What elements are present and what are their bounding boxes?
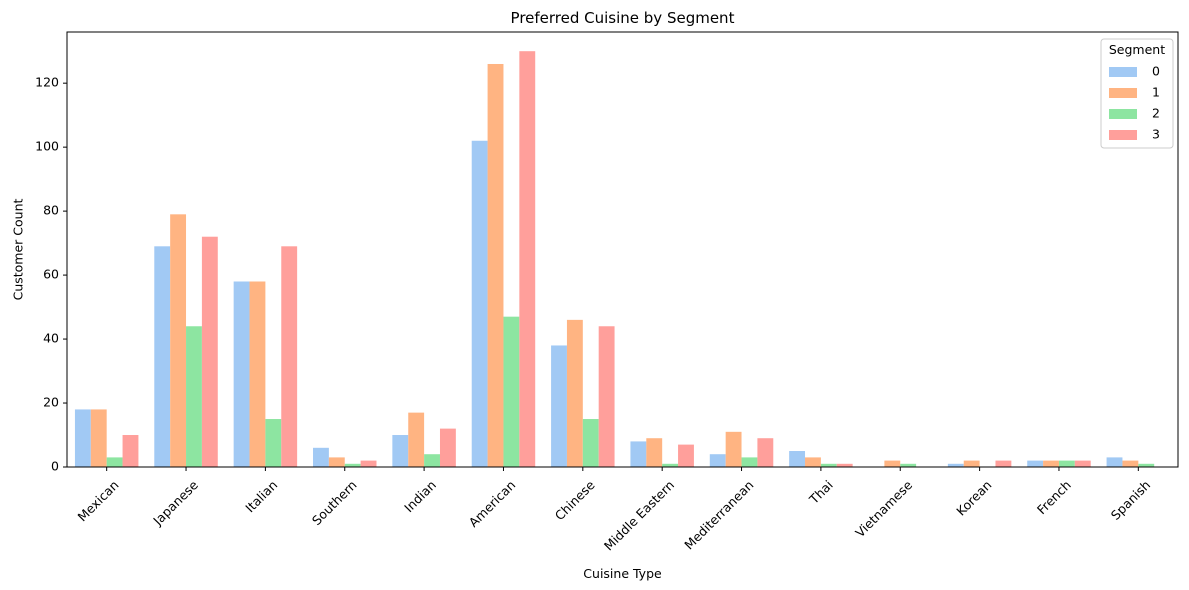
x-tick-label-mexican: Mexican (74, 477, 121, 524)
bar-middle-eastern-segment-2 (662, 463, 679, 467)
bar-french-segment-1 (1043, 460, 1059, 467)
x-tick-label-middle-eastern: Middle Eastern (601, 477, 677, 553)
bar-southern-segment-3 (360, 460, 377, 467)
x-tick-label-spanish: Spanish (1108, 477, 1154, 523)
legend-swatch-0 (1109, 67, 1137, 77)
x-tick-label-american: American (466, 477, 519, 530)
bar-indian-segment-0 (392, 435, 409, 467)
bar-spanish-segment-2 (1138, 463, 1155, 467)
bar-french-segment-3 (1074, 460, 1091, 467)
bar-japanese-segment-2 (186, 326, 202, 467)
bar-thai-segment-3 (836, 463, 853, 467)
x-tick-label-thai: Thai (806, 477, 836, 507)
bar-italian-segment-2 (265, 419, 282, 467)
y-tick-label: 40 (43, 331, 59, 346)
x-axis-label: Cuisine Type (583, 566, 662, 581)
bar-french-segment-0 (1027, 460, 1044, 467)
legend-title: Segment (1109, 42, 1165, 57)
bar-american-segment-2 (503, 316, 520, 467)
legend-label-2: 2 (1152, 106, 1160, 121)
bar-mediterranean-segment-2 (741, 457, 758, 467)
bar-korean-segment-3 (995, 460, 1012, 467)
bar-japanese-segment-3 (201, 236, 218, 467)
bar-korean-segment-1 (963, 460, 980, 467)
bar-korean-segment-0 (947, 463, 964, 467)
x-tick-label-vietnamese: Vietnamese (852, 477, 915, 540)
bar-mexican-segment-2 (106, 457, 123, 467)
legend-swatch-2 (1109, 109, 1137, 119)
bar-mexican-segment-1 (90, 409, 107, 467)
y-tick-label: 20 (43, 395, 59, 410)
y-tick-label: 80 (43, 203, 59, 218)
bar-middle-eastern-segment-1 (646, 438, 663, 467)
y-axis-label: Customer Count (11, 199, 26, 301)
x-tick-label-korean: Korean (953, 477, 994, 518)
bar-chinese-segment-0 (551, 345, 567, 467)
bar-american-segment-0 (471, 140, 488, 467)
bar-japanese-segment-0 (154, 246, 171, 467)
chart-title: Preferred Cuisine by Segment (511, 9, 735, 27)
legend-swatch-3 (1109, 130, 1137, 140)
bar-southern-segment-1 (328, 457, 345, 467)
legend: Segment 0 1 2 3 (1100, 38, 1174, 149)
bar-middle-eastern-segment-3 (678, 444, 694, 467)
y-tick-label: 100 (35, 139, 59, 154)
bar-chinese-segment-1 (566, 319, 583, 467)
bar-indian-segment-1 (408, 412, 425, 468)
legend-label-3: 3 (1152, 127, 1160, 142)
bar-italian-segment-3 (281, 246, 298, 467)
y-axis-ticks: 0 20 40 60 80 100 120 (35, 75, 67, 474)
bar-thai-segment-2 (820, 463, 837, 467)
bar-american-segment-1 (487, 63, 504, 468)
plot-frame (66, 31, 1179, 468)
bar-spanish-segment-0 (1106, 457, 1123, 467)
bar-southern-segment-2 (344, 463, 361, 467)
bar-spanish-segment-1 (1122, 460, 1139, 467)
bar-mediterranean-segment-3 (757, 438, 774, 467)
y-tick-label: 120 (35, 75, 59, 90)
bar-american-segment-3 (519, 51, 536, 467)
legend-label-0: 0 (1152, 64, 1160, 79)
bar-italian-segment-1 (249, 281, 266, 467)
bar-middle-eastern-segment-0 (630, 441, 647, 467)
bar-mexican-segment-3 (122, 435, 139, 467)
bar-indian-segment-2 (424, 454, 440, 467)
bar-vietnamese-segment-2 (900, 463, 917, 467)
bar-italian-segment-0 (233, 281, 250, 467)
bar-japanese-segment-1 (170, 214, 187, 467)
y-tick-label: 60 (43, 267, 59, 282)
x-axis-ticks: Mexican Japanese Italian Southern Indian Amer… (74, 467, 1153, 554)
bar-chinese-segment-3 (598, 326, 615, 467)
bar-french-segment-2 (1058, 460, 1075, 467)
x-tick-label-mediterranean: Mediterranean (681, 477, 756, 552)
bars-group (74, 51, 1155, 468)
bar-vietnamese-segment-1 (884, 460, 901, 467)
bar-chinese-segment-2 (582, 419, 599, 467)
x-tick-label-indian: Indian (401, 477, 439, 515)
x-tick-label-french: French (1034, 477, 1074, 517)
legend-label-1: 1 (1152, 85, 1160, 100)
bar-mediterranean-segment-0 (709, 454, 726, 467)
x-tick-label-chinese: Chinese (552, 477, 598, 523)
legend-swatch-1 (1109, 88, 1137, 98)
bar-thai-segment-1 (805, 457, 821, 467)
bar-thai-segment-0 (789, 451, 806, 467)
x-tick-label-japanese: Japanese (149, 477, 201, 529)
bar-indian-segment-3 (439, 428, 456, 467)
bar-mediterranean-segment-1 (725, 431, 742, 467)
bar-mexican-segment-0 (74, 409, 91, 467)
x-tick-label-italian: Italian (242, 477, 280, 515)
x-tick-label-southern: Southern (309, 477, 360, 528)
bar-southern-segment-0 (313, 447, 329, 467)
y-tick-label: 0 (51, 459, 59, 474)
